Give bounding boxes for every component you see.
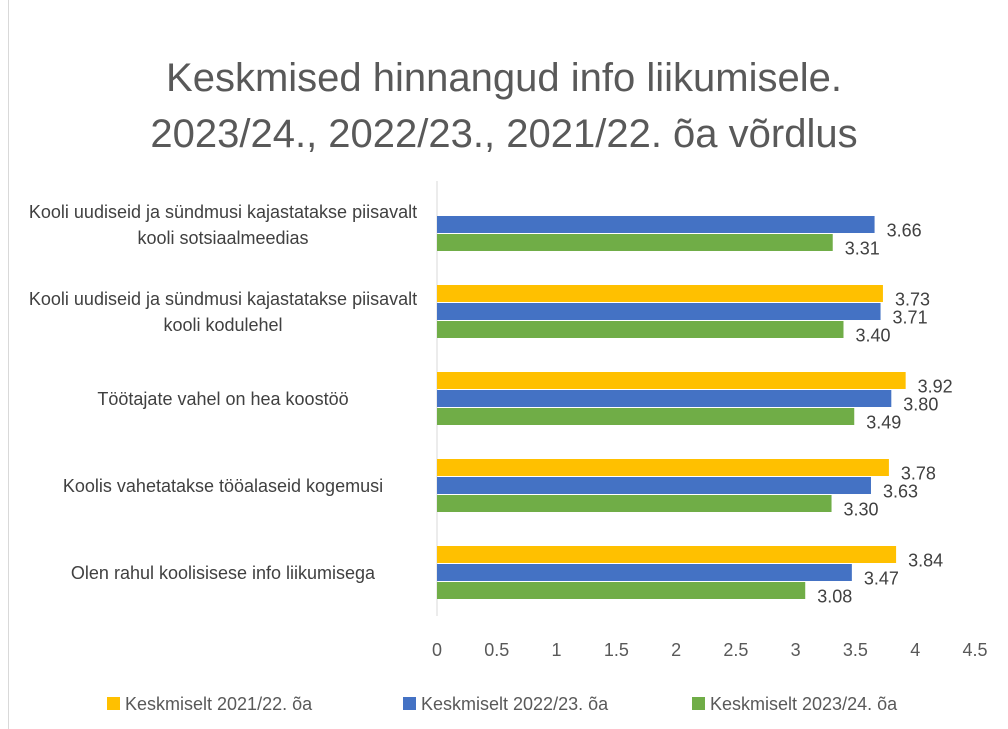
y-tick-label: Olen rahul koolisisese info liikumisega <box>70 562 376 583</box>
data-label: 3.08 <box>817 586 852 606</box>
data-label: 3.78 <box>901 463 936 483</box>
bar <box>437 495 832 512</box>
data-label: 3.66 <box>887 220 922 240</box>
x-tick-label: 4.5 <box>962 640 987 660</box>
data-label: 3.92 <box>918 376 953 396</box>
y-tick-label: Kooli uudiseid ja sündmusi kajastatakse … <box>28 201 418 248</box>
data-label: 3.49 <box>866 412 901 432</box>
bar <box>437 477 871 494</box>
bar <box>437 234 833 251</box>
bar <box>437 582 806 599</box>
bar <box>437 390 892 407</box>
x-tick-label: 2.5 <box>723 640 748 660</box>
x-tick-label: 3.5 <box>843 640 868 660</box>
data-label: 3.71 <box>893 307 928 327</box>
bar <box>437 372 906 389</box>
y-tick-label: Töötajate vahel on hea koostöö <box>97 388 349 409</box>
bar <box>437 285 883 302</box>
legend-label: Keskmiselt 2022/23. õa <box>421 694 609 714</box>
x-tick-label: 3 <box>791 640 801 660</box>
legend-swatch <box>692 697 705 710</box>
y-tick-label: Koolis vahetatakse tööalaseid kogemusi <box>62 475 384 496</box>
data-label: 3.84 <box>908 550 943 570</box>
data-label: 3.80 <box>903 394 938 414</box>
x-tick-label: 2 <box>671 640 681 660</box>
bar <box>437 564 852 581</box>
legend-swatch <box>107 697 120 710</box>
bar <box>437 321 844 338</box>
data-label: 3.47 <box>864 568 899 588</box>
x-tick-label: 4 <box>910 640 920 660</box>
data-label: 3.30 <box>844 499 879 519</box>
y-tick-label: Kooli uudiseid ja sündmusi kajastatakse … <box>28 288 418 335</box>
legend-swatch <box>403 697 416 710</box>
data-label: 3.73 <box>895 289 930 309</box>
legend-label: Keskmiselt 2021/22. õa <box>125 694 313 714</box>
x-tick-label: 1 <box>552 640 562 660</box>
x-tick-label: 0 <box>432 640 442 660</box>
data-label: 3.31 <box>845 238 880 258</box>
bar <box>437 216 875 233</box>
chart-title: Keskmised hinnangud info liikumisele. 20… <box>150 56 858 156</box>
bar <box>437 459 889 476</box>
x-tick-label: 1.5 <box>604 640 629 660</box>
frame-line <box>8 0 9 729</box>
bar <box>437 408 855 425</box>
data-label: 3.63 <box>883 481 918 501</box>
data-label: 3.40 <box>855 325 890 345</box>
bar <box>437 546 897 563</box>
bar <box>437 303 881 320</box>
x-tick-label: 0.5 <box>484 640 509 660</box>
legend-label: Keskmiselt 2023/24. õa <box>710 694 898 714</box>
